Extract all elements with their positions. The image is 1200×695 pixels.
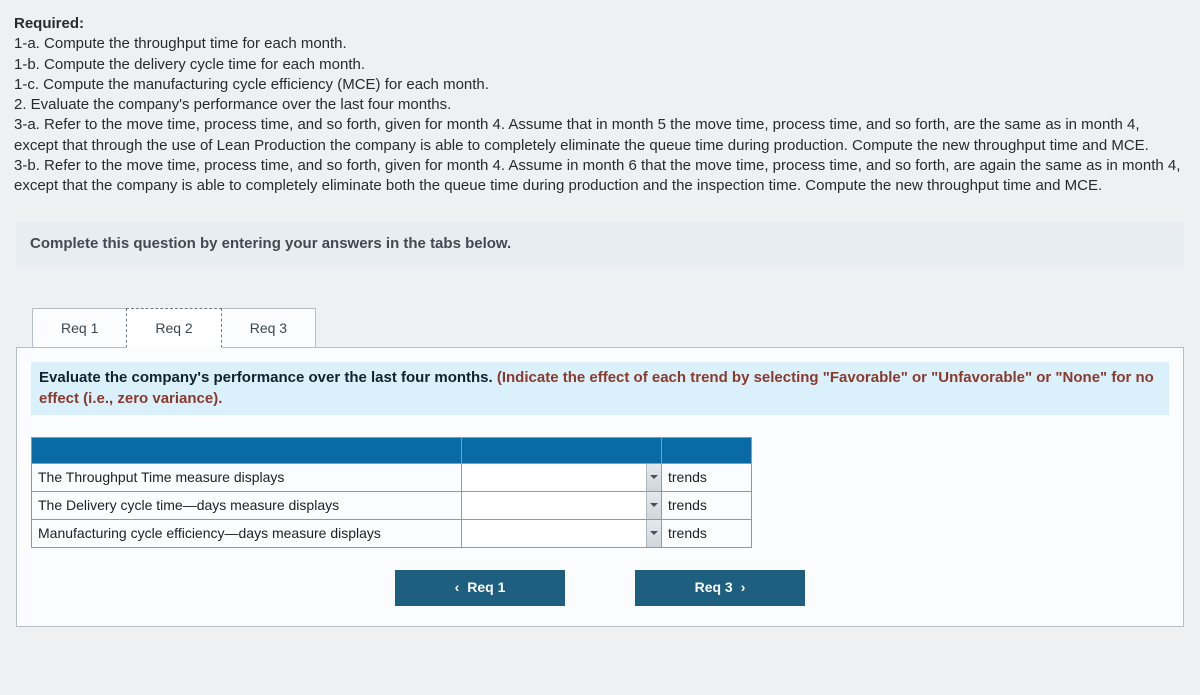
tab-nav: ‹ Req 1 Req 3 › (31, 570, 1169, 606)
tab-strip: Req 1 Req 2 Req 3 (32, 307, 1186, 348)
instruction-band: Complete this question by entering your … (16, 222, 1184, 266)
chevron-left-icon: ‹ (455, 578, 460, 597)
required-item: 1-a. Compute the throughput time for eac… (14, 35, 347, 52)
table-row: The Delivery cycle time—days measure dis… (32, 491, 752, 519)
table-row: The Throughput Time measure displays tre… (32, 463, 752, 491)
row-trail: trends (662, 463, 752, 491)
required-item: 1-b. Compute the delivery cycle time for… (14, 56, 365, 73)
next-tab-label: Req 3 (695, 578, 733, 597)
chevron-right-icon: › (741, 578, 746, 597)
row-desc: The Throughput Time measure displays (32, 463, 462, 491)
tab-panel: Evaluate the company's performance over … (16, 347, 1184, 626)
required-block: Required: 1-a. Compute the throughput ti… (14, 14, 1186, 196)
table-row: Manufacturing cycle efficiency—days meas… (32, 519, 752, 547)
prev-tab-button[interactable]: ‹ Req 1 (395, 570, 565, 606)
panel-prompt: Evaluate the company's performance over … (31, 362, 1169, 415)
table-header-row (32, 437, 752, 463)
required-item: 3-a. Refer to the move time, process tim… (14, 116, 1149, 153)
trend-select[interactable] (462, 519, 662, 547)
tab-req3[interactable]: Req 3 (221, 308, 316, 349)
tab-req1[interactable]: Req 1 (32, 308, 127, 349)
tab-req2[interactable]: Req 2 (126, 308, 221, 349)
row-trail: trends (662, 519, 752, 547)
row-desc: The Delivery cycle time—days measure dis… (32, 491, 462, 519)
prev-tab-label: Req 1 (467, 578, 505, 597)
next-tab-button[interactable]: Req 3 › (635, 570, 805, 606)
required-item: 1-c. Compute the manufacturing cycle eff… (14, 76, 489, 93)
required-item: 3-b. Refer to the move time, process tim… (14, 157, 1180, 194)
required-heading: Required: (14, 15, 84, 32)
row-trail: trends (662, 491, 752, 519)
required-item: 2. Evaluate the company's performance ov… (14, 96, 451, 113)
trend-select[interactable] (462, 491, 662, 519)
trend-select[interactable] (462, 463, 662, 491)
prompt-lead: Evaluate the company's performance over … (39, 369, 497, 386)
trend-table: The Throughput Time measure displays tre… (31, 437, 752, 548)
row-desc: Manufacturing cycle efficiency—days meas… (32, 519, 462, 547)
